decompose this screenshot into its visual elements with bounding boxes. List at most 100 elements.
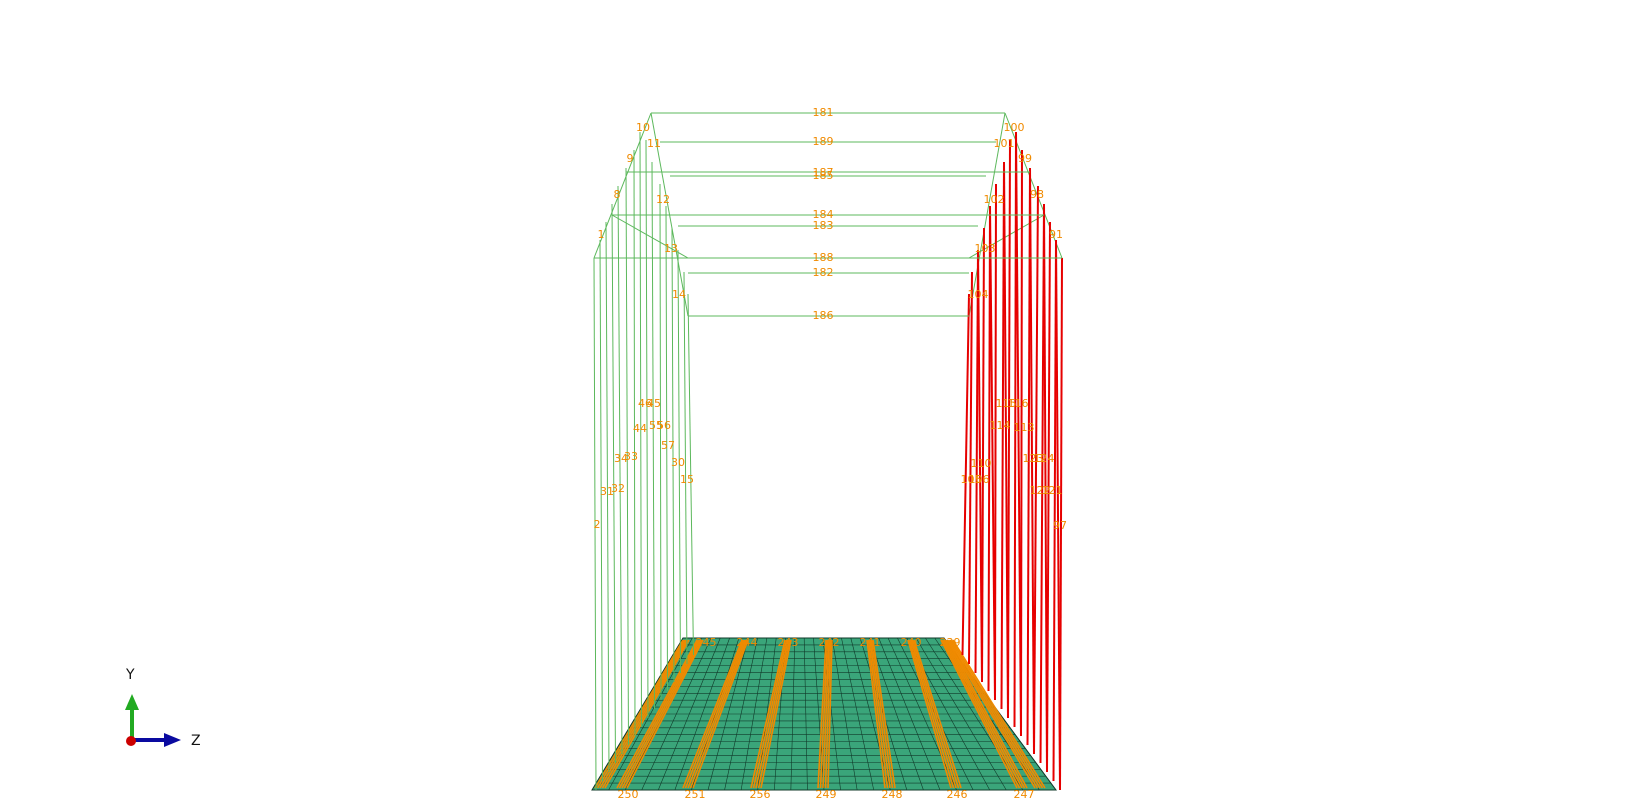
column-member — [1052, 239, 1057, 782]
slab-label-band — [907, 639, 952, 789]
slab-label-band — [594, 639, 684, 789]
slab-label-band — [819, 639, 829, 789]
slab-grid-line — [831, 637, 858, 791]
slab-label-band — [950, 639, 1044, 789]
slab-node-label: 240 — [901, 636, 922, 649]
node-label: 14 — [672, 288, 686, 301]
node-label: 102 — [984, 193, 1005, 206]
column-member — [671, 227, 675, 683]
slab-label-band — [946, 639, 1036, 789]
beam-label: 188 — [813, 251, 834, 264]
slab-label-band — [946, 639, 1028, 789]
slab-label-band — [618, 639, 700, 789]
slab-label-band — [827, 639, 833, 789]
floor-slab — [591, 637, 1057, 791]
brace-member — [1055, 239, 1061, 791]
node-label: 99 — [1018, 152, 1032, 165]
column-member — [1007, 139, 1011, 719]
slab-grid-line — [724, 637, 758, 791]
slab-label-band — [824, 639, 832, 789]
slab-label-band — [750, 639, 786, 789]
node-label: 103 — [975, 242, 996, 255]
slab-label-band — [908, 639, 955, 789]
x-axis-dot-icon — [126, 736, 136, 746]
node-label: 55 — [649, 419, 663, 432]
slab-label-strips — [594, 639, 1046, 789]
node-label: 9 — [627, 152, 634, 165]
node-label: 32 — [611, 482, 625, 495]
column-member — [1033, 185, 1039, 755]
node-label: 34 — [614, 452, 628, 465]
slab-label-band — [755, 639, 789, 789]
node-label: 12 — [656, 193, 670, 206]
axis-triad: Y Z — [125, 667, 201, 749]
node-label: 56 — [657, 419, 671, 432]
node-label: 91 — [1049, 228, 1063, 241]
node-label: 2 — [594, 518, 601, 531]
column-member — [677, 249, 681, 674]
beam-label: 182 — [813, 266, 834, 279]
column-member — [974, 249, 979, 674]
beam-label: 186 — [813, 309, 834, 322]
slab-label-band — [943, 639, 1023, 789]
brace-member — [1029, 167, 1035, 755]
column-member — [617, 185, 623, 755]
left-frame-members — [593, 112, 694, 791]
node-label: 113 — [1014, 421, 1035, 434]
slab-node-label: 249 — [816, 788, 837, 801]
node-label: 110 — [971, 457, 992, 470]
node-label: 100 — [1004, 121, 1025, 134]
slab-grid-line — [674, 637, 730, 791]
column-member — [968, 271, 973, 665]
column-member — [605, 221, 610, 773]
slab-label-band — [752, 639, 788, 789]
column-member — [1013, 131, 1017, 728]
slab-grid-line — [803, 637, 808, 791]
column-member — [651, 161, 655, 710]
slab-label-band — [867, 639, 889, 789]
slab-label-band — [869, 639, 891, 789]
node-label: 124 — [1034, 452, 1055, 465]
slab-node-label: 243 — [778, 636, 799, 649]
slab-label-band — [682, 639, 743, 789]
y-axis-label: Y — [125, 667, 135, 683]
column-member — [639, 131, 642, 728]
slab-label-band — [947, 639, 1039, 789]
column-member — [599, 239, 603, 782]
column-member — [683, 271, 688, 665]
slab-grid-line — [608, 637, 693, 791]
node-label: 97 — [1053, 519, 1067, 532]
node-label: 105 — [961, 473, 982, 486]
slab-label-band — [952, 639, 1046, 789]
slab-node-label: 246 — [947, 788, 968, 801]
slab-label-band — [944, 639, 1026, 789]
slab-grid-line — [869, 637, 924, 791]
brace-member — [1003, 161, 1009, 719]
slab-grid-line — [658, 637, 721, 791]
column-member — [611, 203, 616, 764]
slab-node-label: 256 — [750, 788, 771, 801]
slab-node-label: 245 — [696, 636, 717, 649]
slab-label-band — [913, 639, 962, 789]
slab-label-band — [689, 639, 748, 789]
column-member — [645, 139, 649, 719]
slab-node-label: 251 — [685, 788, 706, 801]
node-label: 121 — [1042, 484, 1063, 497]
column-member — [994, 183, 997, 701]
slab-node-label: 244 — [737, 636, 758, 649]
slab-label-band — [940, 639, 1018, 789]
z-axis-arrow-icon — [132, 733, 181, 747]
slab-label-band — [941, 639, 1021, 789]
beam-label: 189 — [813, 135, 834, 148]
column-member — [1026, 167, 1031, 746]
column-member — [633, 149, 636, 737]
slab-grid-line — [707, 637, 749, 791]
node-label: 116 — [1008, 397, 1029, 410]
slab-grid-line — [641, 637, 712, 791]
slab-grid-line — [790, 637, 796, 791]
column-member — [1039, 203, 1045, 764]
slab-node-label: 247 — [1014, 788, 1035, 801]
column-member — [625, 167, 629, 746]
